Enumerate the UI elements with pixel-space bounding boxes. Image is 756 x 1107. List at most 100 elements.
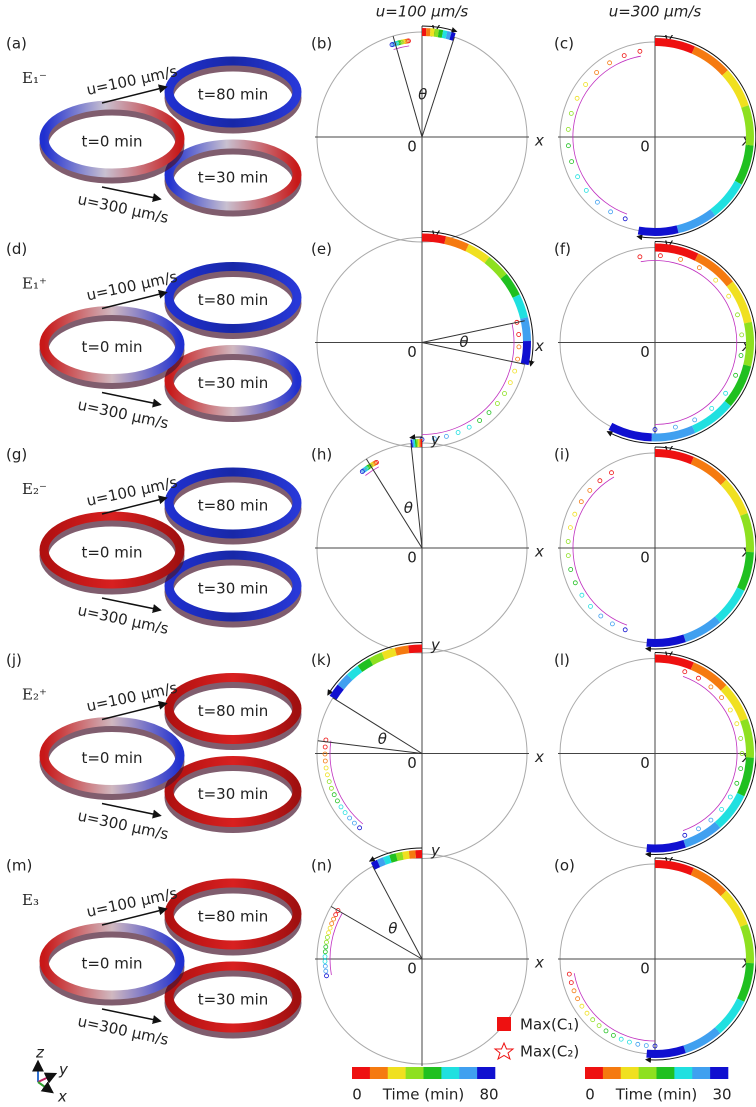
max-c2-star — [389, 42, 395, 48]
panel-label: (l) — [554, 651, 570, 669]
max-c1-segment — [402, 850, 410, 860]
max-c1-segment — [382, 855, 392, 865]
max-c2-star — [507, 380, 513, 386]
max-c2-star — [322, 751, 328, 757]
max-c1-segment — [690, 456, 727, 486]
arrow — [101, 597, 162, 613]
colorbar-cell — [423, 1067, 442, 1079]
max-c2-star — [328, 785, 334, 791]
c2-trajectory — [682, 676, 738, 831]
max-c2-star — [565, 553, 571, 558]
legend-label: Max(C₁) — [520, 1016, 579, 1034]
max-c2-star — [588, 604, 593, 609]
origin-label: 0 — [407, 138, 417, 156]
max-c2-star — [574, 95, 580, 101]
max-c2-star — [324, 973, 329, 979]
ring-top — [164, 878, 302, 950]
axis-label: y — [663, 235, 674, 253]
max-c1-segment — [651, 425, 696, 442]
max-c1-segment — [512, 294, 528, 320]
arrow — [101, 1008, 162, 1024]
origin-label: 0 — [407, 549, 417, 567]
colorbar-cell — [638, 1067, 657, 1079]
colorbar-cell — [620, 1067, 639, 1079]
panel-label: (g) — [6, 446, 27, 464]
panel-label: (m) — [6, 857, 32, 875]
panel-label: (f) — [554, 240, 571, 258]
colorbar-cell — [710, 1067, 729, 1079]
colorbar-cell — [585, 1067, 604, 1079]
ring-top-label: t=80 min — [198, 497, 269, 515]
ring-bottom — [164, 961, 302, 1033]
theta-ray — [330, 906, 423, 960]
max-c1-segment — [441, 30, 448, 39]
max-c1-segment — [376, 857, 386, 868]
max-c1-segment — [433, 28, 440, 38]
colorbar-min: 0 — [585, 1086, 595, 1104]
max-c1-segment — [734, 144, 754, 185]
origin-label: 0 — [640, 343, 650, 361]
max-c2-star — [627, 1039, 632, 1045]
max-c1-segment — [737, 757, 754, 797]
ring-start — [39, 922, 185, 1000]
colorbar-cell — [459, 1067, 478, 1079]
c2-trajectory — [393, 45, 410, 50]
max-c1-segment — [676, 209, 716, 234]
max-c2-star — [608, 209, 613, 215]
arrow — [101, 906, 168, 926]
ring-bottom — [164, 756, 302, 827]
max-c2-star — [682, 669, 688, 675]
mode-label: E₂⁺ — [22, 686, 47, 704]
max-c1-segment — [714, 792, 745, 828]
arrow-label: u=300 μm/s — [76, 190, 170, 227]
colorbar-cell — [352, 1067, 371, 1079]
max-c1-segment — [484, 256, 507, 279]
max-c2-star — [583, 187, 589, 193]
arrow — [101, 289, 168, 310]
max-c2-star — [575, 996, 580, 1002]
max-c1-segment — [408, 644, 423, 654]
ring-bottom-label: t=30 min — [198, 785, 269, 803]
axis-label: y — [663, 441, 674, 459]
axis-label: y — [663, 646, 674, 664]
ring-top — [164, 262, 302, 333]
max-c2-star — [727, 707, 733, 713]
axis-label: y — [663, 852, 674, 870]
theta-ray — [332, 697, 423, 754]
max-c2-star — [739, 332, 745, 338]
triad-label: y — [58, 1061, 69, 1079]
max-c2-star — [594, 70, 599, 75]
panel-label: (n) — [311, 857, 332, 875]
max-c2-star — [568, 525, 573, 530]
max-c2-star — [738, 736, 744, 741]
max-c2-star — [515, 356, 520, 362]
ring-bottom-label: t=30 min — [198, 169, 269, 187]
max-c2-star — [572, 580, 578, 586]
ring-start — [39, 306, 185, 383]
max-c1-segment — [741, 105, 754, 146]
max-c2-star — [590, 1017, 596, 1023]
colorbar-title: Time (min) — [382, 1086, 464, 1104]
ring-bottom — [164, 550, 302, 622]
max-c2-star — [583, 82, 588, 87]
theta-ray — [365, 458, 423, 549]
column-header: u=100 μm/s — [376, 3, 469, 21]
max-c2-star — [708, 817, 714, 823]
ring-bottom-label: t=30 min — [198, 991, 269, 1009]
origin-label: 0 — [640, 754, 650, 772]
max-c2-star — [575, 174, 580, 180]
max-c2-star — [610, 621, 615, 627]
max-c2-star — [322, 959, 328, 964]
max-c2-star — [324, 939, 329, 945]
axis-label: y — [663, 30, 674, 48]
max-c2-star — [596, 1023, 602, 1028]
max-c2-star — [324, 772, 330, 778]
c2-trajectory — [573, 973, 656, 1042]
c2-trajectory — [365, 466, 379, 476]
c2-trajectory — [640, 260, 738, 425]
arrow — [101, 391, 162, 408]
max-c2-star — [351, 820, 357, 826]
max-c1-segment — [654, 859, 694, 876]
max-c1-segment — [720, 685, 748, 722]
max-c2-star — [739, 751, 745, 756]
